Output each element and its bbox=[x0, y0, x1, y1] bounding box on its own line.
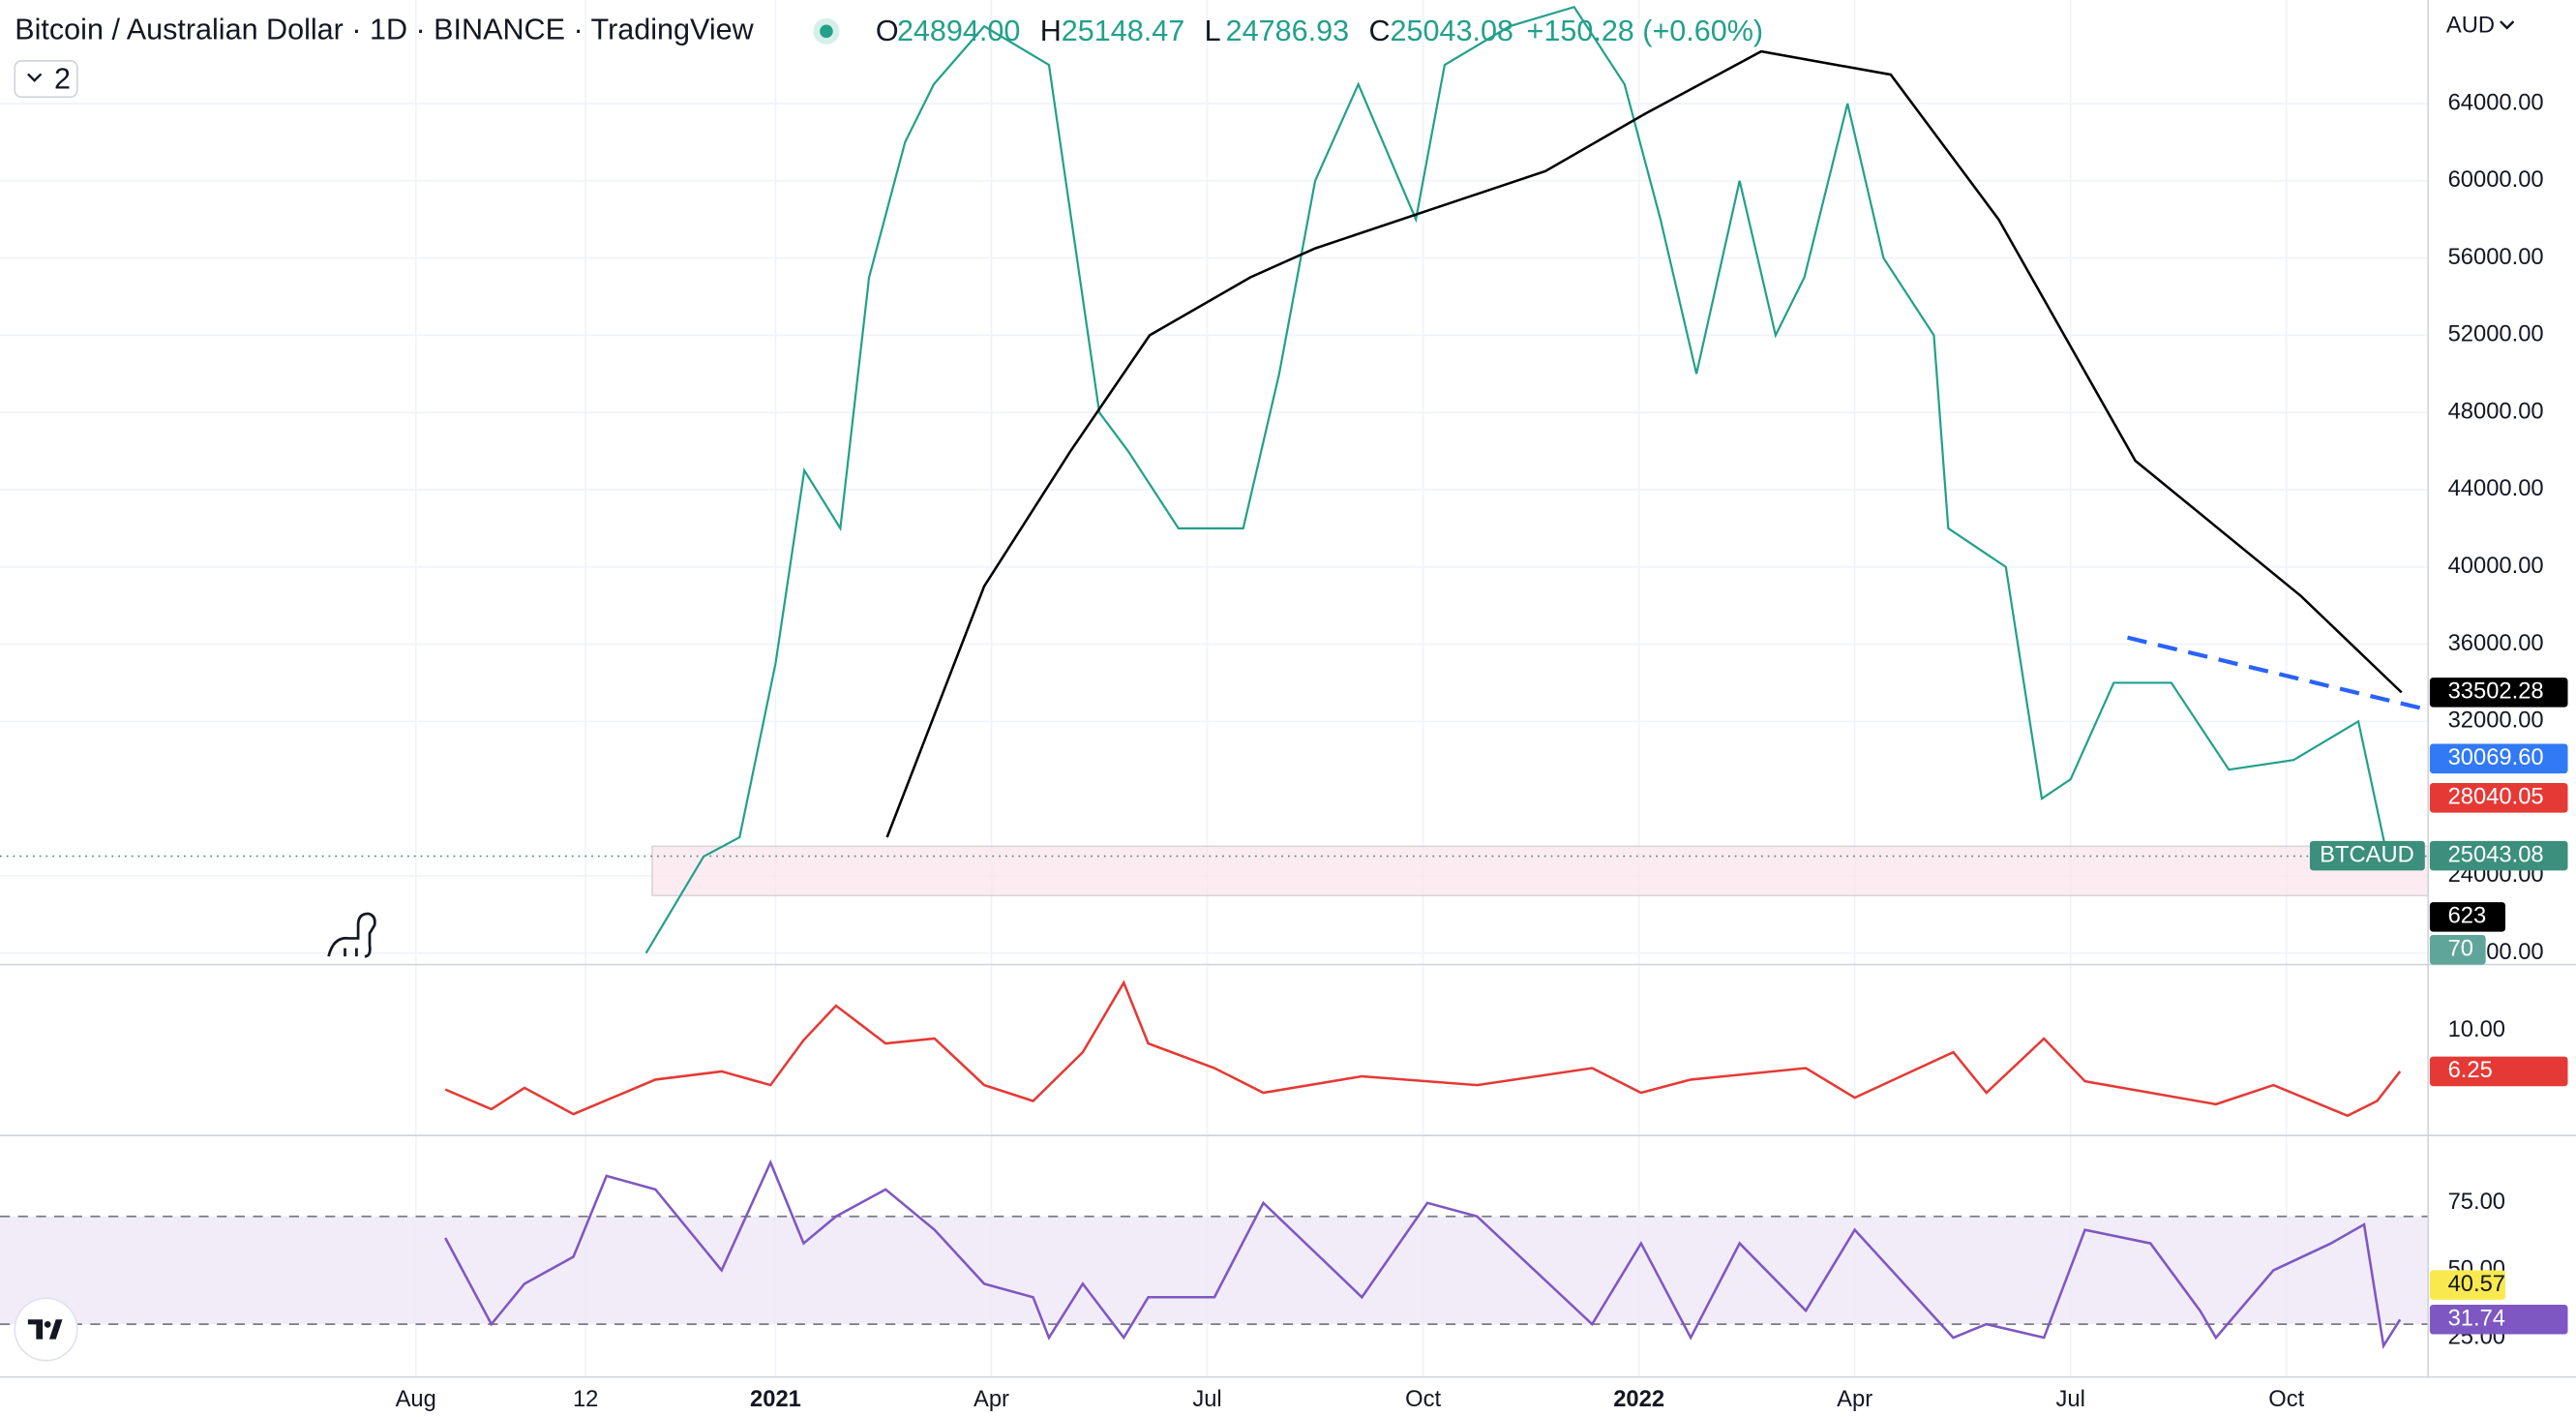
x-tick-label: Oct bbox=[1405, 1386, 1441, 1412]
labels: Aug 12 2021 Apr Jul Oct 2022 Apr Jul Oct 64000.00 6… bbox=[396, 89, 2568, 1412]
x-tick-label: Aug bbox=[396, 1386, 436, 1412]
x-tick-label: 2022 bbox=[1613, 1386, 1664, 1412]
x-tick-label: Apr bbox=[1837, 1386, 1872, 1412]
tv-logo[interactable] bbox=[14, 1297, 78, 1362]
x-tick-label: Jul bbox=[1192, 1386, 1221, 1412]
ohlc-value: 25148.47 bbox=[1062, 15, 1184, 47]
y-tick-label: 44000.00 bbox=[2448, 475, 2544, 501]
tv-logo-mark bbox=[44, 1320, 51, 1328]
series-line bbox=[885, 49, 2403, 838]
ohlc-key: C bbox=[1368, 15, 1390, 47]
y-tick-label: 75.00 bbox=[2448, 1189, 2505, 1215]
y-tick-label: 60000.00 bbox=[2448, 166, 2544, 193]
y-tick-label: 48000.00 bbox=[2448, 398, 2544, 424]
y-tick-label: 52000.00 bbox=[2448, 321, 2544, 347]
x-tick-label: 12 bbox=[573, 1386, 598, 1412]
zone bbox=[651, 845, 2430, 897]
y-tick-label: 40000.00 bbox=[2448, 553, 2544, 579]
series-line bbox=[444, 1159, 2402, 1349]
price-label: 30069.60 bbox=[2448, 744, 2544, 770]
indicators-count[interactable]: 2 bbox=[54, 62, 71, 95]
x-tick-label: Oct bbox=[2268, 1386, 2304, 1412]
symbol-label: BTCAUD bbox=[2320, 841, 2414, 867]
price-label: 25043.08 bbox=[2448, 841, 2544, 867]
ohlc-key: O bbox=[876, 15, 899, 47]
y-tick-label: 64000.00 bbox=[2448, 89, 2544, 115]
marks bbox=[444, 5, 2403, 1349]
price-label-box bbox=[2429, 678, 2568, 708]
rsi-value-label-box bbox=[2429, 1304, 2568, 1335]
chevron bbox=[27, 73, 43, 82]
indicator-value-label: 6.25 bbox=[2448, 1057, 2493, 1083]
ohlc-value: 24786.93 bbox=[1226, 15, 1349, 47]
price-label-box bbox=[2429, 783, 2568, 813]
y-tick-label: 56000.00 bbox=[2448, 244, 2544, 270]
price-label-box bbox=[2429, 743, 2568, 774]
series-line bbox=[444, 980, 2402, 1118]
y-tick-label: 10.00 bbox=[2448, 1016, 2505, 1042]
series-line bbox=[644, 5, 2388, 954]
dino-icon[interactable] bbox=[327, 912, 376, 958]
x-tick-label: 2021 bbox=[750, 1386, 801, 1412]
currency[interactable]: AUD bbox=[2446, 12, 2495, 38]
indicator-value-label-box bbox=[2429, 1056, 2568, 1087]
status-dot bbox=[820, 24, 833, 39]
y-tick-label: 32000.00 bbox=[2448, 708, 2544, 734]
tv-logo-mark bbox=[27, 1319, 63, 1340]
symbol-box bbox=[2309, 840, 2425, 871]
volume-label-box bbox=[2429, 935, 2486, 965]
x-tick-label: Apr bbox=[973, 1386, 1009, 1412]
ohlc-value: 24894.00 bbox=[897, 15, 1020, 47]
ohlc-key: H bbox=[1040, 15, 1062, 47]
rsi-ma-box bbox=[2429, 1270, 2505, 1300]
chevron bbox=[2500, 20, 2515, 30]
volume-label-box bbox=[2429, 902, 2505, 932]
price-label: 33502.28 bbox=[2448, 678, 2544, 705]
rsi-value-label: 31.74 bbox=[2448, 1306, 2505, 1332]
price-label: 28040.05 bbox=[2448, 784, 2544, 810]
chart-title: Bitcoin / Australian Dollar · 1D · BINAN… bbox=[15, 13, 754, 45]
ohlc-value: 25043.08 bbox=[1391, 15, 1513, 47]
indicators-toggle[interactable] bbox=[14, 60, 78, 99]
rsi-ma-label: 40.57 bbox=[2448, 1271, 2505, 1297]
volume-label: 70 bbox=[2448, 936, 2473, 962]
y-tick-label: 36000.00 bbox=[2448, 630, 2544, 656]
volume-label: 623 bbox=[2448, 903, 2487, 929]
rsi-band bbox=[0, 1216, 2429, 1325]
x-tick-label: Jul bbox=[2056, 1386, 2085, 1412]
price-change: +150.28 (+0.60%) bbox=[1527, 15, 1764, 47]
trendline bbox=[2127, 635, 2429, 712]
ohlc-key: L bbox=[1205, 15, 1221, 47]
price-label-box bbox=[2429, 840, 2568, 871]
